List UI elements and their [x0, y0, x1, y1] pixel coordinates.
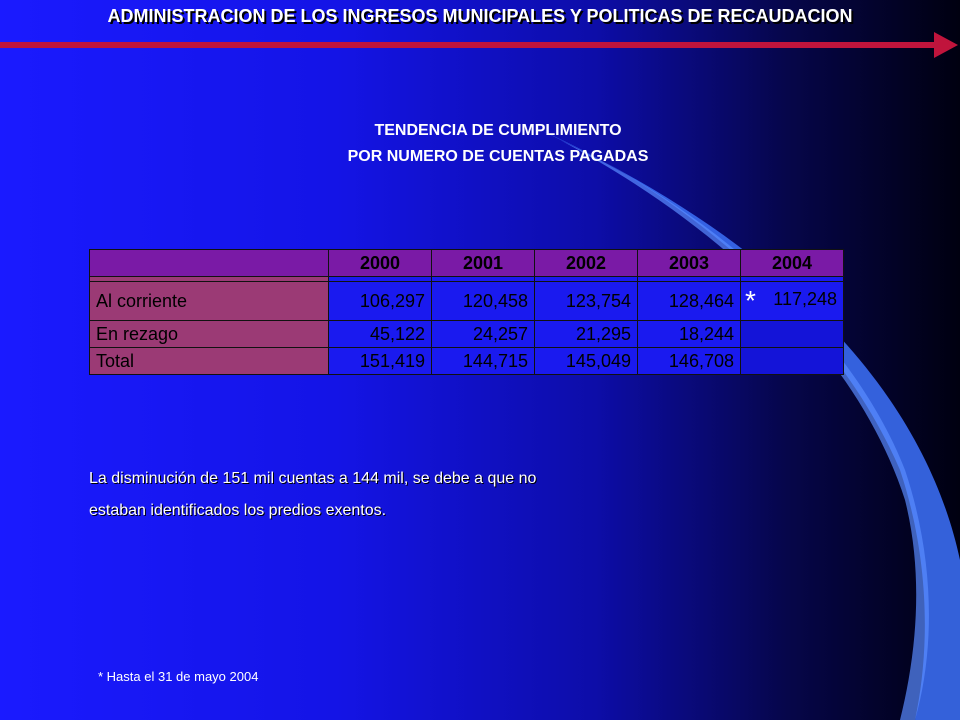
table-cell: 18,244 — [637, 320, 741, 348]
table-row: Al corriente 106,297 120,458 123,754 128… — [89, 281, 844, 321]
table-cell-empty — [740, 347, 844, 375]
year-header: 2002 — [534, 249, 638, 277]
explanation-text-line1: La disminución de 151 mil cuentas a 144 … — [89, 470, 537, 487]
table-title-line2: POR NUMERO DE CUENTAS PAGADAS — [347, 148, 649, 165]
table-row: Total 151,419 144,715 145,049 146,708 — [89, 347, 844, 375]
table-row: En rezago 45,122 24,257 21,295 18,244 — [89, 320, 844, 348]
table-cell: 120,458 — [431, 281, 535, 321]
spacer-cell — [740, 276, 844, 282]
row-label: Al corriente — [89, 281, 329, 321]
row-label: En rezago — [89, 320, 329, 348]
accounts-table: 2000 2001 2002 2003 2004 Al corriente 10… — [89, 249, 844, 375]
table-cell: 151,419 — [328, 347, 432, 375]
year-header: 2001 — [431, 249, 535, 277]
explanation-text-line2: estaban identificados los predios exento… — [89, 502, 387, 519]
table-spacer-row — [89, 276, 844, 282]
table-cell: 146,708 — [637, 347, 741, 375]
table-cell-empty — [740, 320, 844, 348]
table-cell: 45,122 — [328, 320, 432, 348]
table-header-row: 2000 2001 2002 2003 2004 — [89, 249, 844, 277]
table-cell: 144,715 — [431, 347, 535, 375]
page-header-title: ADMINISTRACION DE LOS INGRESOS MUNICIPAL… — [107, 6, 853, 26]
table-cell: 145,049 — [534, 347, 638, 375]
table-cell: 106,297 — [328, 281, 432, 321]
table-cell: 24,257 — [431, 320, 535, 348]
row-label: Total — [89, 347, 329, 375]
asterisk-marker: * — [745, 285, 756, 316]
year-header: 2000 — [328, 249, 432, 277]
footnote: * Hasta el 31 de mayo 2004 — [98, 669, 259, 684]
header-arrow-rule — [0, 32, 958, 58]
table-cell: 21,295 — [534, 320, 638, 348]
year-header: 2004 — [740, 249, 844, 277]
table-cell-value: 117,248 — [773, 289, 837, 309]
table-cell-2004: * 117,248 — [740, 281, 844, 321]
table-title-line1: TENDENCIA DE CUMPLIMIENTO — [374, 122, 622, 139]
table-cell: 128,464 — [637, 281, 741, 321]
header-corner-cell — [89, 249, 329, 277]
year-header: 2003 — [637, 249, 741, 277]
table-cell: 123,754 — [534, 281, 638, 321]
